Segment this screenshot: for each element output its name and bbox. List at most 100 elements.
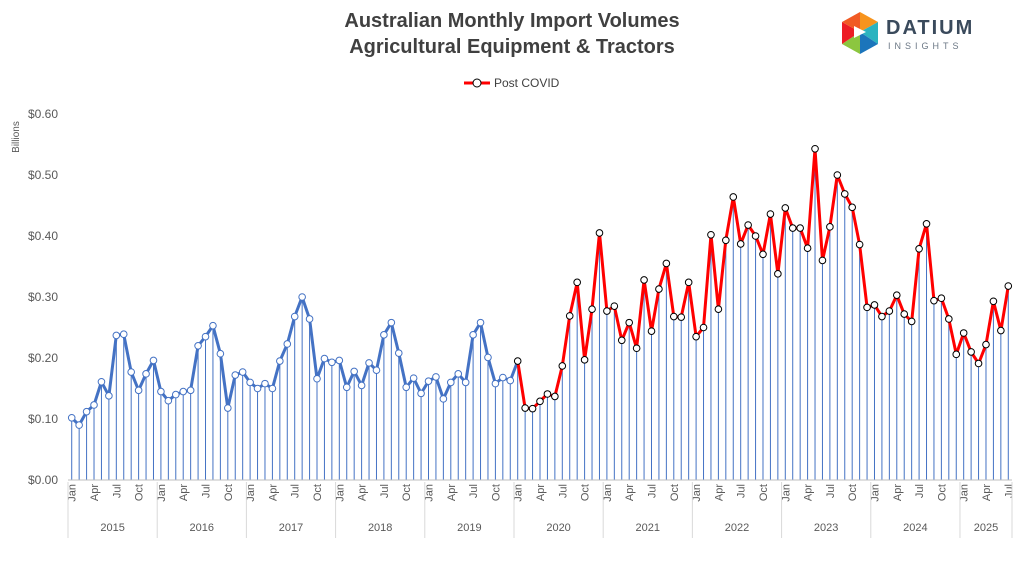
x-tick-label-month: Apr bbox=[803, 484, 815, 501]
y-tick-label: $0.20 bbox=[28, 351, 58, 365]
data-point-post-covid bbox=[610, 302, 619, 310]
legend-label-post-covid: Post COVID bbox=[494, 76, 560, 90]
data-point-post-covid bbox=[722, 236, 730, 245]
x-tick-label-month: Apr bbox=[267, 484, 279, 501]
data-point-pre-covid bbox=[82, 407, 91, 416]
data-point-pre-covid bbox=[134, 386, 143, 395]
x-tick-label-year: 2022 bbox=[725, 522, 749, 534]
x-tick-label-month: Oct bbox=[312, 484, 324, 501]
data-point-post-covid bbox=[907, 317, 916, 326]
y-tick-label: $0.60 bbox=[28, 107, 58, 121]
x-tick-label-month: Jan bbox=[513, 484, 525, 502]
data-point-post-covid bbox=[521, 404, 529, 412]
x-tick-label-month: Oct bbox=[490, 484, 502, 501]
data-point-post-covid bbox=[803, 244, 812, 252]
data-point-post-covid bbox=[595, 229, 604, 237]
data-point-pre-covid bbox=[194, 342, 202, 350]
y-tick-label: $0.00 bbox=[28, 473, 58, 487]
x-tick-label-month: Apr bbox=[892, 484, 904, 501]
x-tick-label-year: 2018 bbox=[368, 522, 392, 534]
data-point-pre-covid bbox=[90, 401, 98, 409]
y-tick-label: $0.50 bbox=[28, 168, 58, 182]
data-point-post-covid bbox=[848, 203, 856, 212]
data-point-pre-covid bbox=[224, 404, 232, 412]
data-point-post-covid bbox=[617, 336, 626, 345]
data-point-post-covid bbox=[952, 350, 961, 359]
x-tick-label-month: Jan bbox=[602, 484, 614, 502]
data-point-pre-covid bbox=[439, 395, 448, 403]
data-point-pre-covid bbox=[506, 376, 515, 385]
x-tick-label-month: Apr bbox=[981, 484, 993, 501]
data-point-post-covid bbox=[863, 303, 871, 312]
data-point-pre-covid bbox=[179, 387, 188, 396]
x-tick-label-month: Oct bbox=[758, 484, 770, 501]
data-point-post-covid bbox=[818, 256, 827, 265]
data-point-post-covid bbox=[692, 332, 700, 341]
data-point-post-covid bbox=[982, 340, 990, 349]
data-point-pre-covid bbox=[409, 374, 418, 382]
y-tick-label: $0.40 bbox=[28, 229, 58, 243]
data-point-pre-covid bbox=[142, 370, 150, 378]
data-point-post-covid bbox=[840, 190, 849, 198]
data-point-pre-covid bbox=[417, 389, 425, 398]
y-tick-label: $0.30 bbox=[28, 290, 58, 304]
x-tick-label-month: Apr bbox=[713, 484, 725, 501]
x-tick-label-year: 2016 bbox=[190, 522, 214, 534]
x-tick-label-month: Jan bbox=[67, 484, 79, 502]
data-point-pre-covid bbox=[216, 349, 225, 358]
data-point-post-covid bbox=[989, 297, 998, 306]
data-point-pre-covid bbox=[164, 396, 173, 405]
data-point-post-covid bbox=[536, 397, 544, 406]
x-tick-label-month: Jul bbox=[201, 484, 213, 498]
data-point-pre-covid bbox=[491, 379, 500, 388]
x-tick-label-year: 2024 bbox=[903, 522, 927, 534]
y-tick-label: $0.10 bbox=[28, 412, 58, 426]
x-tick-label-month: Oct bbox=[401, 484, 413, 501]
x-tick-label-year: 2019 bbox=[457, 522, 481, 534]
data-point-pre-covid bbox=[313, 374, 321, 383]
data-point-pre-covid bbox=[424, 377, 433, 385]
data-point-post-covid bbox=[736, 240, 745, 248]
data-point-post-covid bbox=[759, 250, 767, 259]
data-point-pre-covid bbox=[67, 413, 76, 422]
data-point-pre-covid bbox=[186, 386, 195, 395]
data-point-pre-covid bbox=[469, 331, 477, 339]
x-tick-label-month: Jul bbox=[111, 484, 123, 498]
data-point-pre-covid bbox=[380, 331, 388, 339]
data-point-pre-covid bbox=[127, 368, 135, 376]
data-point-post-covid bbox=[833, 171, 842, 179]
data-point-pre-covid bbox=[149, 356, 158, 365]
data-point-post-covid bbox=[588, 305, 596, 314]
data-point-pre-covid bbox=[432, 373, 440, 381]
chart-legend: Post COVID bbox=[464, 76, 559, 90]
x-tick-label-month: Apr bbox=[624, 484, 636, 501]
data-point-post-covid bbox=[729, 193, 738, 201]
data-point-post-covid bbox=[997, 326, 1005, 335]
data-point-pre-covid bbox=[253, 384, 262, 393]
data-point-post-covid bbox=[870, 301, 879, 309]
data-point-pre-covid bbox=[461, 378, 470, 387]
data-point-post-covid bbox=[967, 348, 975, 356]
data-point-pre-covid bbox=[119, 330, 128, 339]
data-point-post-covid bbox=[892, 291, 901, 299]
x-tick-label-month: Oct bbox=[134, 484, 146, 501]
data-point-pre-covid bbox=[387, 318, 396, 327]
data-point-pre-covid bbox=[476, 318, 485, 327]
data-point-post-covid bbox=[796, 224, 804, 232]
data-point-pre-covid bbox=[357, 381, 366, 390]
data-point-pre-covid bbox=[283, 340, 292, 348]
data-point-post-covid bbox=[543, 390, 552, 398]
data-point-post-covid bbox=[766, 210, 775, 218]
data-point-post-covid bbox=[774, 270, 782, 278]
data-point-post-covid bbox=[640, 276, 648, 284]
data-point-pre-covid bbox=[454, 370, 463, 378]
x-tick-label-year: 2021 bbox=[636, 522, 660, 534]
data-point-post-covid bbox=[937, 294, 946, 303]
x-tick-label-year: 2025 bbox=[974, 522, 998, 534]
data-point-post-covid bbox=[826, 223, 834, 231]
data-point-pre-covid bbox=[97, 377, 106, 386]
x-tick-label-month: Jan bbox=[156, 484, 168, 502]
data-point-pre-covid bbox=[157, 387, 165, 396]
legend-swatch-post-covid bbox=[464, 78, 490, 88]
